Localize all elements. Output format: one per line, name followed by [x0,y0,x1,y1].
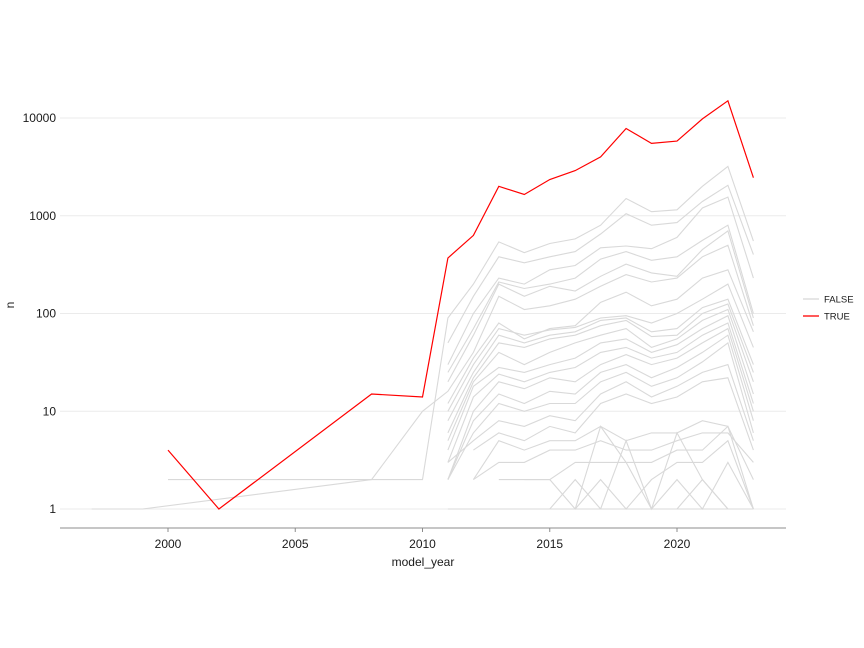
y-tick-label-0: 1 [49,502,56,516]
true-series-line [167,99,754,510]
y-tick-label-3: 1000 [29,209,56,223]
false-series-line-13 [447,327,754,480]
x-tick-label-2: 2010 [409,537,436,551]
false-series-line-12 [447,322,754,463]
false-series-lines [91,165,754,511]
y-axis: 1 10 100 1000 10000 [23,111,57,516]
false-series-line-25 [600,439,729,510]
x-tick-label-1: 2005 [282,537,309,551]
legend-label-true: TRUE [824,312,850,323]
false-series-line-16 [447,363,754,463]
false-series-line-9 [447,303,754,434]
false-series-line-15 [447,341,754,480]
false-series-line-18 [472,420,754,510]
legend: FALSE TRUE [803,295,854,323]
legend-label-false: FALSE [824,295,854,306]
false-series-line-3 [447,224,754,373]
false-series-line-19 [473,432,754,481]
false-series-line-4 [447,229,754,383]
y-tick-label-1: 10 [43,404,57,418]
false-series-line-20 [498,425,754,481]
x-tick-label-4: 2020 [664,537,691,551]
x-axis-title: model_year [392,555,455,569]
false-series-line-14 [447,334,754,480]
false-series-line-7 [447,283,754,412]
x-tick-label-3: 2015 [536,537,563,551]
false-series-line-0 [91,165,754,510]
false-series-line-17 [473,377,754,451]
false-series-line-24 [574,425,729,511]
y-tick-label-4: 10000 [23,111,57,125]
false-series-line-5 [168,244,754,481]
true-series-line [167,99,754,510]
y-tick-label-2: 100 [36,307,56,321]
false-series-line-11 [447,314,754,451]
x-axis: 2000 2005 2010 2015 2020 [60,527,786,551]
false-series-line-22 [549,461,754,510]
false-series-line-10 [447,308,754,441]
false-series-line-8 [447,298,754,421]
x-tick-label-0: 2000 [155,537,182,551]
false-series-line-1 [447,184,754,344]
false-series-line-2 [447,196,754,365]
y-axis-title: n [3,302,17,309]
false-series-line-6 [447,269,754,404]
